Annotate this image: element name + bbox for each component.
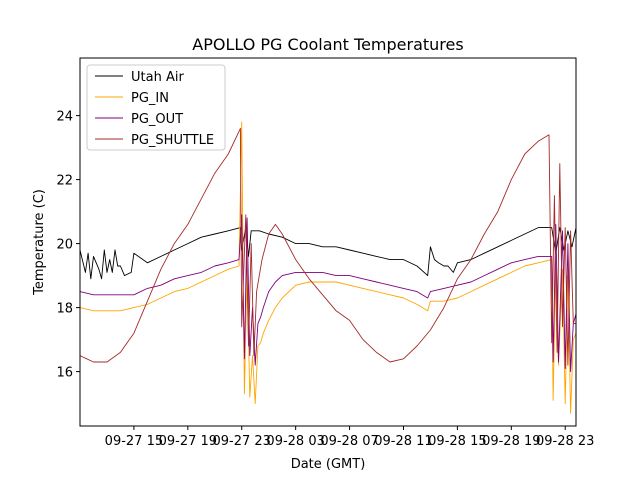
plot-lines xyxy=(79,121,577,414)
y-tick-label: 24 xyxy=(56,110,73,125)
plot-frame xyxy=(79,57,577,427)
x-axis-label: Date (GMT) xyxy=(291,457,366,472)
x-tick-label: 09-28 07 xyxy=(320,434,378,449)
x-tick-label: 09-28 03 xyxy=(266,434,324,449)
series-line-pg-shuttle xyxy=(79,127,576,366)
legend-label-utah-air: Utah Air xyxy=(131,70,184,85)
x-tick-label: 09-28 23 xyxy=(536,434,594,449)
legend-label-pg-out: PG_OUT xyxy=(131,112,183,127)
x-tick-label: 09-28 11 xyxy=(374,434,432,449)
x-tick-label: 09-27 19 xyxy=(159,434,217,449)
x-tick-label: 09-27 15 xyxy=(105,434,163,449)
legend-box xyxy=(86,64,226,151)
legend-label-pg-shuttle: PG_SHUTTLE xyxy=(131,133,214,148)
y-tick-label: 20 xyxy=(56,238,73,253)
series-line-pg-out xyxy=(79,214,577,373)
y-tick-label: 22 xyxy=(56,174,73,189)
y-axis-label: Temperature (C) xyxy=(32,189,47,296)
legend: Utah Air PG_IN PG_OUT PG_SHUTTLE xyxy=(86,64,226,151)
x-tick-label: 09-27 23 xyxy=(213,434,271,449)
x-tick-label: 09-28 19 xyxy=(482,434,540,449)
x-tick-label: 09-28 15 xyxy=(428,434,486,449)
y-tick-label: 16 xyxy=(56,366,73,381)
legend-label-pg-in: PG_IN xyxy=(131,91,169,106)
legend-entries: Utah Air PG_IN PG_OUT PG_SHUTTLE xyxy=(95,70,214,148)
chart-title: APOLLO PG Coolant Temperatures xyxy=(192,35,463,54)
y-axis-ticks: 16 18 20 22 24 xyxy=(56,110,80,381)
y-tick-label: 18 xyxy=(56,302,73,317)
